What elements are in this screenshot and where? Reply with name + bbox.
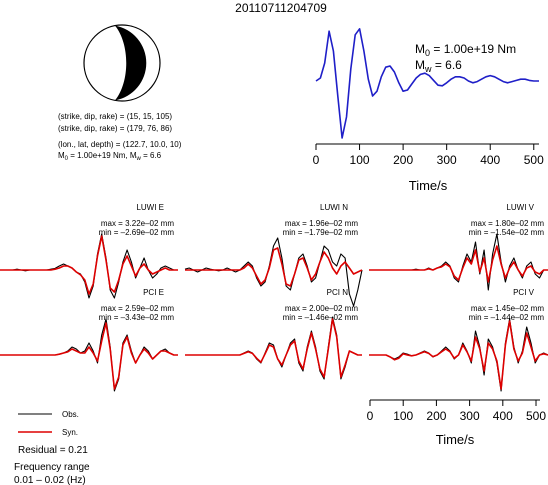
panel-min-label: min = –2.69e–02 mm <box>99 228 175 237</box>
panel-max-label: max = 1.80e–02 mm <box>471 219 544 228</box>
waveform-x-tick-label-500: 500 <box>526 409 546 423</box>
synthetic-waveform <box>185 318 362 378</box>
stf-mw-prefix: M <box>415 58 425 72</box>
mech-mw-sub: w <box>136 156 142 162</box>
waveform-x-tick-label-200: 200 <box>426 409 446 423</box>
panel-max-label: max = 2.59e–02 mm <box>101 304 174 313</box>
stf-m0-prefix: M <box>415 42 425 56</box>
panel-title: PCI V <box>513 288 535 297</box>
legend-obs-label: Obs. <box>62 410 79 419</box>
mech-m0-sub: 0 <box>65 156 69 162</box>
mech-m0-prefix: M <box>58 151 65 160</box>
stf-x-tick-label-200: 200 <box>393 153 413 167</box>
stf-x-tick-label-400: 400 <box>480 153 500 167</box>
panel-max-label: max = 3.22e–02 mm <box>101 219 174 228</box>
mechanism-line-1: (strike, dip, rake) = (15, 15, 105) <box>58 112 172 121</box>
stf-x-tick-label-0: 0 <box>313 153 320 167</box>
stf-m0-sub: 0 <box>425 48 430 58</box>
stf-x-tick-label-100: 100 <box>350 153 370 167</box>
stf-mw-label: Mw = 6.6 <box>415 58 462 74</box>
waveform-x-tick-label-300: 300 <box>460 409 480 423</box>
focal-mechanism-beachball <box>83 24 161 102</box>
legend-syn-label: Syn. <box>62 428 78 437</box>
panel-min-label: min = –1.79e–02 mm <box>283 228 359 237</box>
stf-mw-value: = 6.6 <box>432 58 463 72</box>
mech-mw-end: = 6.6 <box>141 151 162 160</box>
waveform-time-axis: Time/s 0 100 200 300 400 500 <box>367 399 546 447</box>
panel-min-label: min = –1.46e–02 mm <box>283 313 359 322</box>
mech-m0-mid: = 1.00e+19 Nm, M <box>68 151 137 160</box>
stf-m0-label: M0 = 1.00e+19 Nm <box>415 42 516 58</box>
panel-max-label: max = 1.96e–02 mm <box>285 219 358 228</box>
synthetic-waveform <box>185 247 363 287</box>
waveform-x-tick-label-400: 400 <box>493 409 513 423</box>
panel-max-label: max = 2.00e–02 mm <box>285 304 358 313</box>
panel-title: PCI E <box>143 288 164 297</box>
stf-x-tick-label-500: 500 <box>524 153 544 167</box>
waveform-x-tick-label-0: 0 <box>367 409 374 423</box>
legend: Obs. Syn. Residual = 0.21 Frequency rang… <box>14 410 90 485</box>
beachball-compression-quadrant <box>115 25 147 101</box>
synthetic-waveform <box>0 235 178 295</box>
event-id-title: 20110711204709 <box>235 1 327 15</box>
synthetic-waveform <box>369 320 548 390</box>
stf-series-line <box>315 28 539 139</box>
panel-max-label: max = 1.45e–02 mm <box>471 304 544 313</box>
stf-x-tick-label-300: 300 <box>437 153 457 167</box>
panel-title: PCI N <box>327 288 349 297</box>
panel-min-label: min = –1.54e–02 mm <box>469 228 545 237</box>
stf-m0-value: = 1.00e+19 Nm <box>430 42 516 56</box>
panel-title: LUWI N <box>320 203 348 212</box>
waveform-x-tick-label-100: 100 <box>393 409 413 423</box>
waveform-xlabel: Time/s <box>436 432 475 447</box>
panel-title: LUWI E <box>136 203 164 212</box>
mechanism-line-2: (strike, dip, rake) = (179, 76, 86) <box>58 124 172 133</box>
stf-xlabel: Time/s <box>409 178 448 193</box>
panel-min-label: min = –3.43e–02 mm <box>99 313 175 322</box>
mechanism-line-4: M0 = 1.00e+19 Nm, Mw = 6.6 <box>58 151 162 162</box>
mechanism-line-3: (lon., lat, depth) = (122.7, 10.0, 10) <box>58 140 182 149</box>
synthetic-waveform <box>0 322 178 390</box>
source-time-function-plot: M0 = 1.00e+19 Nm Mw = 6.6 Time/s 0 100 200… <box>313 28 544 193</box>
mechanism-parameters: (strike, dip, rake) = (15, 15, 105) (str… <box>58 112 182 162</box>
frequency-range-value: 0.01 – 0.02 (Hz) <box>14 475 86 485</box>
observed-waveform <box>369 233 548 291</box>
stf-mw-sub: w <box>424 64 432 74</box>
panel-title: LUWI V <box>506 203 534 212</box>
synthetic-waveform <box>369 245 548 283</box>
panel-min-label: min = –1.44e–02 mm <box>469 313 545 322</box>
residual-label: Residual = 0.21 <box>18 445 88 456</box>
frequency-range-label: Frequency range <box>14 462 90 473</box>
